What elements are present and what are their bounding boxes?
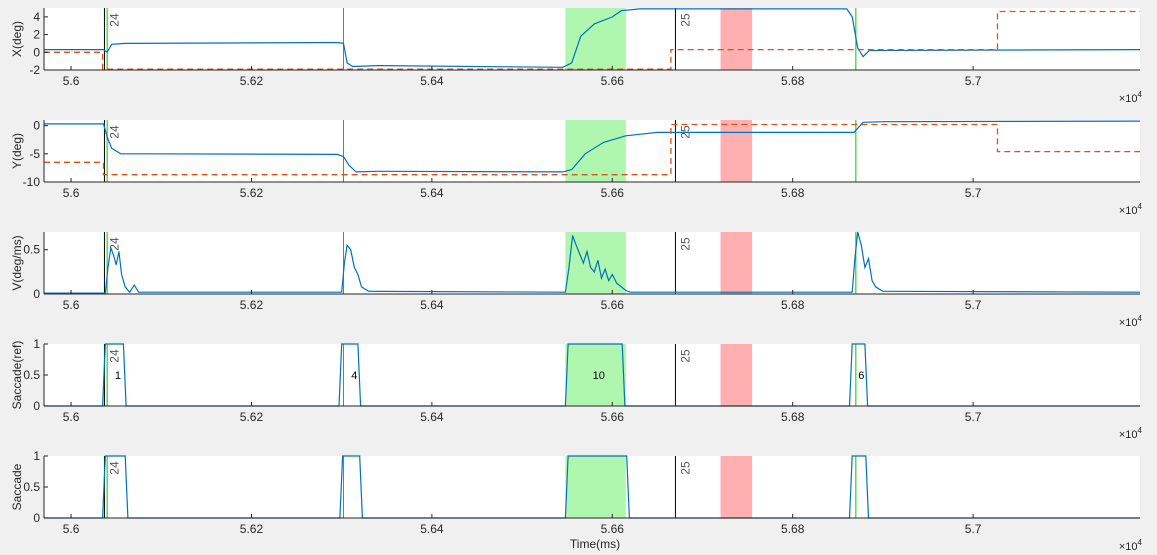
panel-5-x-multiplier-exponent: 4	[1138, 538, 1143, 547]
panel-1-y-tick-label: -2	[29, 63, 40, 77]
panel-4-x-multiplier: ×104	[1119, 426, 1143, 441]
panel-5-x-tick-label: 5.66	[601, 522, 625, 536]
panel-2-x-tick-label: 5.6	[63, 186, 80, 200]
panel-3-y-axis-label: V(deg/ms)	[10, 235, 24, 290]
panel-3-y-tick-label: 0	[33, 287, 40, 301]
saccade-label-6: 6	[858, 370, 864, 382]
panel-5-x-tick-label: 5.62	[240, 522, 264, 536]
panel-1-x-multiplier: ×104	[1119, 90, 1143, 105]
panel-4-red-region-1	[720, 344, 753, 406]
panel-4-x-tick-label: 5.68	[781, 410, 805, 424]
panel-3-series-1-signal	[44, 231, 1141, 294]
panel-5-x-tick-label: 5.64	[420, 522, 444, 536]
panel-1-x-tick-label: 5.7	[965, 74, 982, 88]
panel-4-x-tick-label: 5.62	[240, 410, 264, 424]
panel-2-x-tick-label: 5.64	[420, 186, 444, 200]
panel-3-x-tick-label: 5.64	[420, 298, 444, 312]
panel-2-x-tick-label: 5.68	[781, 186, 805, 200]
panel-5-x-tick-label: 5.68	[781, 522, 805, 536]
panel-3-y-tick-label: 0.5	[23, 243, 40, 257]
panel-5-x-tick-label: 5.7	[965, 522, 982, 536]
panel-3-x-multiplier: ×104	[1119, 314, 1143, 329]
panel-2-y-tick-label: -5	[29, 147, 40, 161]
panel-1-trial-label-24: 24	[107, 13, 121, 27]
panel-2-y-tick-label: 0	[33, 119, 40, 133]
panel-1-y-axis-label: X(deg)	[10, 21, 24, 57]
panel-4-x-multiplier-exponent: 4	[1138, 426, 1143, 435]
panel-1-green-region-3	[565, 8, 626, 70]
panel-4-y-tick-label: 1	[33, 337, 40, 351]
panel-1-x-tick-label: 5.64	[420, 74, 444, 88]
panel-3-x-tick-label: 5.6	[63, 298, 80, 312]
panel-5-x-tick-label: 5.6	[63, 522, 80, 536]
panel-1-x-tick-label: 5.66	[601, 74, 625, 88]
panel-2-trial-label-24: 24	[107, 125, 121, 139]
panel-2-series-2-target	[44, 123, 1140, 176]
panel-3-x-tick-label: 5.62	[240, 298, 264, 312]
panel-1-series-1-signal	[44, 8, 1141, 68]
panel-4-green-region-3	[565, 344, 626, 406]
panel-2-x-multiplier-exponent: 4	[1138, 202, 1143, 211]
panel-5-y-tick-label: 0	[33, 511, 40, 525]
panel-2-green-region-3	[565, 120, 626, 182]
panel-4-y-tick-label: 0	[33, 399, 40, 413]
panel-5-green-region-3	[565, 456, 626, 518]
panel-1-series-2-target	[44, 10, 1140, 70]
panel-5-y-axis-label: Saccade	[10, 463, 24, 510]
panel-1-x-tick-label: 5.68	[781, 74, 805, 88]
panel-3-trial-label-24: 24	[107, 237, 121, 251]
panel-5-y-tick-label: 0.5	[23, 480, 40, 494]
panel-1-red-region-1	[720, 8, 753, 70]
panel-4-y-axis-label: Saccade(ref)	[10, 341, 24, 410]
panel-1-x-multiplier-exponent: 4	[1138, 90, 1143, 99]
panel-1-y-tick-label: 0	[33, 45, 40, 59]
panel-3-x-multiplier-exponent: 4	[1138, 314, 1143, 323]
panel-2-series-1-signal	[44, 120, 1141, 173]
panel-1-y-tick-label: 4	[33, 10, 40, 24]
panel-4-x-tick-label: 5.6	[63, 410, 80, 424]
panel-3-red-region-1	[720, 232, 753, 294]
panel-4-x-tick-label: 5.7	[965, 410, 982, 424]
saccade-label-4: 4	[351, 370, 357, 382]
panel-5-y-tick-label: 1	[33, 449, 40, 463]
panel-5-trial-label-25: 25	[678, 461, 692, 475]
panel-5-trial-label-24: 24	[107, 461, 121, 475]
panel-1-x-tick-label: 5.62	[240, 74, 264, 88]
panel-4-x-tick-label: 5.66	[601, 410, 625, 424]
panel-2-x-tick-label: 5.62	[240, 186, 264, 200]
panel-3-x-tick-label: 5.68	[781, 298, 805, 312]
panel-1-trial-label-25: 25	[678, 13, 692, 27]
panel-3-x-tick-label: 5.7	[965, 298, 982, 312]
saccade-label-10: 10	[593, 370, 605, 382]
panel-2-y-axis-label: Y(deg)	[10, 133, 24, 169]
saccade-label-1: 1	[115, 370, 121, 382]
panel-3-trial-label-25: 25	[678, 237, 692, 251]
panel-4-trial-label-24: 24	[107, 349, 121, 363]
panel-1-y-tick-label: 2	[33, 28, 40, 42]
x-axis-label: Time(ms)	[570, 537, 620, 551]
panel-4-trial-label-25: 25	[678, 349, 692, 363]
panel-2-x-tick-label: 5.7	[965, 186, 982, 200]
panel-3-x-tick-label: 5.66	[601, 298, 625, 312]
panel-5-red-region-1	[720, 456, 753, 518]
panel-2-x-multiplier: ×104	[1119, 202, 1143, 217]
panel-4-x-tick-label: 5.64	[420, 410, 444, 424]
panel-2-y-tick-label: -10	[23, 175, 41, 189]
panel-4-y-tick-label: 0.5	[23, 368, 40, 382]
panel-5-x-multiplier: ×104	[1119, 538, 1143, 553]
panel-2-x-tick-label: 5.66	[601, 186, 625, 200]
panel-2-red-region-1	[720, 120, 753, 182]
panel-1-x-tick-label: 5.6	[63, 74, 80, 88]
